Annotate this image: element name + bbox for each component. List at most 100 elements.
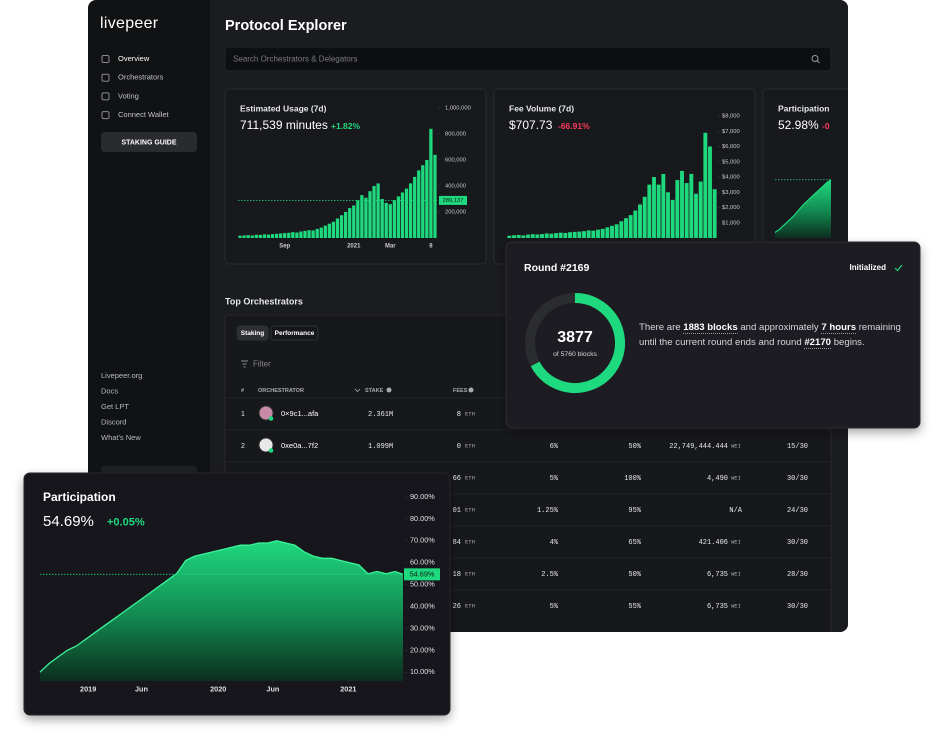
search-icon	[816, 60, 820, 64]
highlight: 1883 blocks	[683, 322, 738, 334]
fees: 26	[453, 603, 461, 611]
bar	[624, 218, 628, 238]
price: 6,735	[707, 603, 728, 611]
bar	[270, 234, 275, 238]
bar	[274, 233, 279, 238]
fees-unit: ETH	[465, 474, 475, 481]
row-rank: 1	[241, 411, 245, 418]
bar	[376, 183, 380, 238]
fees: 84	[453, 539, 461, 547]
highlight: 7 hours	[821, 322, 857, 334]
bar	[656, 184, 661, 238]
bar	[698, 181, 703, 238]
bar	[689, 173, 694, 238]
bar	[311, 230, 315, 238]
reward-cut: 100%	[624, 475, 642, 483]
price-unit: WEI	[731, 474, 741, 481]
bar	[647, 184, 652, 238]
fees-unit: ETH	[465, 442, 475, 449]
nav-item[interactable]: Voting	[118, 91, 139, 100]
bar	[413, 176, 417, 238]
bar	[242, 235, 246, 238]
card-title: Estimated Usage (7d)	[240, 103, 327, 113]
marker-badge	[404, 568, 440, 581]
card-value: 54.69%	[43, 513, 94, 530]
card-value: $707.73	[509, 118, 553, 132]
price-unit: WEI	[731, 538, 741, 545]
x-tick-label: 2020	[210, 684, 226, 693]
bar	[331, 221, 336, 238]
y-tick-label: 1,000,000	[445, 106, 471, 112]
sidebar-link[interactable]: Docs	[101, 386, 118, 395]
staking-guide-button[interactable]	[101, 132, 197, 152]
section-title: Top Orchestrators	[225, 296, 303, 306]
avatar	[258, 437, 274, 453]
sidebar-link[interactable]: Livepeer.org	[101, 371, 142, 380]
score: 28/30	[787, 571, 808, 579]
bar	[675, 180, 680, 238]
bar	[327, 223, 332, 238]
card-value: 52.98%	[778, 118, 819, 132]
bar	[283, 233, 287, 238]
price: N/A	[729, 507, 742, 515]
reward-cut: 55%	[628, 603, 641, 611]
bar	[295, 232, 299, 238]
fee-cut: 1.25%	[537, 507, 559, 515]
nav-item[interactable]: Orchestrators	[118, 73, 164, 82]
bar	[356, 200, 360, 238]
card-title: Participation	[778, 103, 829, 113]
nav-item[interactable]: Overview	[118, 54, 150, 63]
bar	[694, 193, 698, 238]
reward-cut: 95%	[628, 507, 641, 515]
filter-icon	[241, 360, 248, 368]
y-tick-label: $1,000	[722, 220, 740, 226]
bar	[568, 232, 572, 238]
y-tick-label: $8,000	[722, 114, 740, 120]
card-title: Participation	[43, 490, 116, 504]
status-dot	[268, 448, 274, 453]
check-icon	[894, 264, 903, 272]
column-header: #	[241, 388, 244, 394]
y-tick-label: 40.00%	[410, 601, 435, 610]
y-tick-label: 30.00%	[410, 623, 435, 632]
search-bar[interactable]	[224, 46, 832, 72]
card-change: -0	[822, 121, 830, 131]
sidebar-link[interactable]: Get LPT	[101, 402, 129, 411]
y-tick-label: 80.00%	[410, 514, 435, 523]
stake: 2.361M	[368, 411, 393, 419]
bar	[380, 199, 384, 238]
y-tick-label: $4,000	[722, 175, 740, 181]
nav-item[interactable]: Connect Wallet	[118, 110, 169, 119]
popup-panel	[505, 241, 921, 429]
bar	[582, 231, 586, 238]
bar	[652, 177, 656, 238]
filter-input[interactable]: Filter	[253, 360, 271, 369]
price: 421.406	[699, 539, 728, 547]
bar	[572, 231, 577, 238]
bar	[628, 215, 633, 238]
bar	[600, 228, 605, 238]
nav-icon	[101, 92, 110, 101]
y-tick-label: 200,000	[445, 210, 466, 216]
fees-unit: ETH	[465, 410, 475, 417]
bar	[364, 197, 368, 238]
fee-cut: 2.5%	[541, 571, 559, 579]
x-tick-label: 2021	[340, 684, 356, 693]
tab-label: Performance	[275, 330, 315, 337]
status-dot	[268, 416, 274, 421]
bar	[400, 192, 405, 238]
bar	[703, 132, 708, 238]
help-icon	[468, 387, 474, 393]
sidebar-link[interactable]: Discord	[101, 417, 126, 426]
tab[interactable]	[236, 325, 269, 341]
bar	[526, 234, 530, 238]
sidebar-link[interactable]: What's New	[101, 433, 141, 442]
progress-value: 3877	[557, 329, 593, 346]
card-change: +0.05%	[107, 516, 145, 528]
button-label: STAKING GUIDE	[121, 139, 176, 146]
area	[775, 179, 831, 238]
fees: 66	[453, 475, 461, 483]
bar	[661, 173, 666, 238]
tab[interactable]	[270, 325, 319, 341]
